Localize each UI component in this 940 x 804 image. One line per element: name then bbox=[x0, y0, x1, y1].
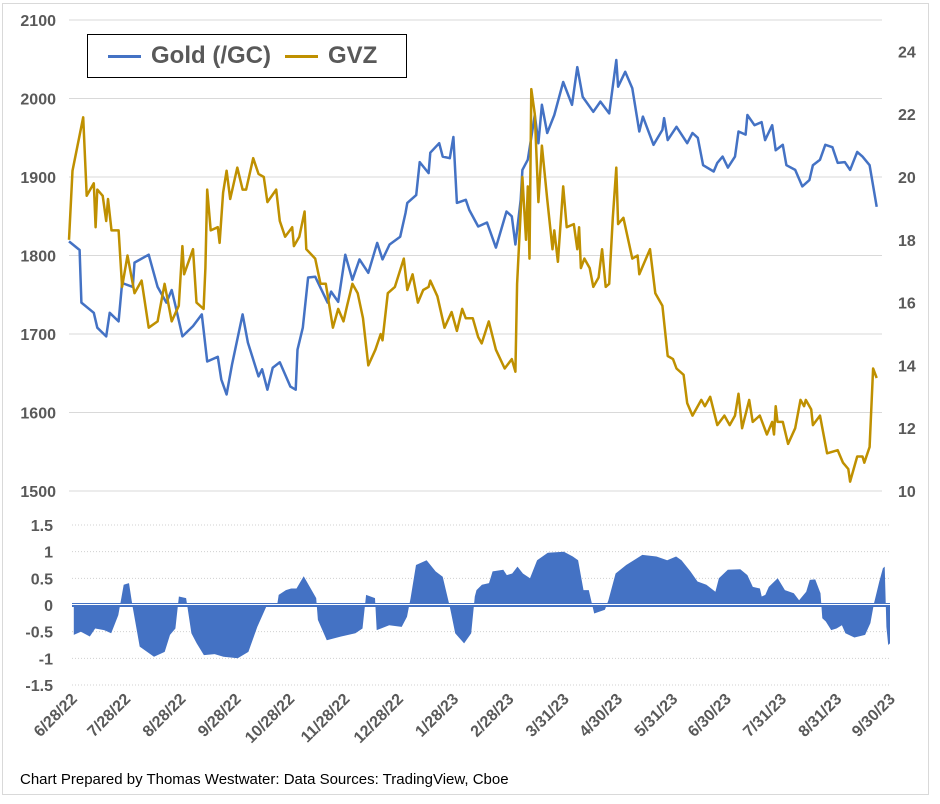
y-left-tick-label: 1500 bbox=[20, 484, 56, 501]
x-tick-label: 2/28/23 bbox=[468, 691, 518, 741]
y-right-tick-label: 10 bbox=[898, 484, 916, 501]
y-right-tick-label: 20 bbox=[898, 170, 916, 187]
gvz-line bbox=[67, 87, 878, 483]
y-bottom-tick-label: -1 bbox=[39, 651, 53, 668]
x-tick-label: 1/28/23 bbox=[412, 691, 462, 741]
y-right-tick-label: 16 bbox=[898, 296, 916, 313]
y-bottom-tick-label: -1.5 bbox=[25, 678, 53, 695]
x-tick-label: 7/28/22 bbox=[85, 691, 135, 741]
x-tick-label: 6/30/23 bbox=[685, 691, 735, 741]
y-left-tick-label: 1800 bbox=[20, 249, 56, 266]
y-right-tick-label: 24 bbox=[898, 44, 916, 61]
x-tick-label: 7/31/23 bbox=[740, 691, 790, 741]
legend: Gold (/GC) GVZ bbox=[87, 34, 407, 78]
x-tick-label: 4/30/23 bbox=[576, 691, 626, 741]
x-tick-label: 9/30/23 bbox=[849, 691, 899, 741]
x-tick-label: 6/28/22 bbox=[31, 691, 81, 741]
x-tick-label: 10/28/22 bbox=[242, 691, 298, 747]
y-right-tick-label: 14 bbox=[898, 358, 916, 375]
gold-price-line bbox=[68, 58, 878, 396]
y-right-tick-label: 18 bbox=[898, 233, 916, 250]
x-tick-label: 3/31/23 bbox=[523, 691, 573, 741]
legend-label-gold: Gold (/GC) bbox=[151, 42, 271, 69]
y-bottom-tick-label: 1 bbox=[44, 545, 53, 562]
chart-frame bbox=[2, 3, 929, 795]
legend-item-gold: Gold (/GC) bbox=[108, 42, 271, 70]
legend-swatch-gvz bbox=[284, 54, 318, 58]
chart-source-note: Chart Prepared by Thomas Westwater: Data… bbox=[20, 771, 509, 788]
y-bottom-tick-label: 0.5 bbox=[31, 571, 53, 588]
y-left-tick-label: 1600 bbox=[20, 406, 56, 423]
y-bottom-tick-label: -0.5 bbox=[25, 625, 53, 642]
y-bottom-tick-label: 1.5 bbox=[31, 518, 53, 535]
y-left-tick-label: 1700 bbox=[20, 327, 56, 344]
x-tick-label: 11/28/22 bbox=[298, 691, 354, 747]
x-tick-label: 12/28/22 bbox=[351, 691, 407, 747]
y-right-tick-label: 22 bbox=[898, 107, 916, 124]
legend-label-gvz: GVZ bbox=[327, 42, 378, 69]
x-tick-label: 9/28/22 bbox=[195, 691, 245, 741]
legend-item-gvz: GVZ bbox=[284, 42, 378, 70]
y-bottom-tick-label: 0 bbox=[44, 598, 53, 615]
y-left-tick-label: 2000 bbox=[20, 92, 56, 109]
y-left-tick-label: 2100 bbox=[20, 13, 56, 30]
legend-swatch-gold bbox=[108, 54, 141, 58]
x-tick-label: 8/31/23 bbox=[796, 691, 846, 741]
y-right-tick-label: 12 bbox=[898, 421, 916, 438]
x-tick-label: 8/28/22 bbox=[140, 691, 190, 741]
y-left-tick-label: 1900 bbox=[20, 170, 56, 187]
x-tick-label: 5/31/23 bbox=[632, 691, 682, 741]
